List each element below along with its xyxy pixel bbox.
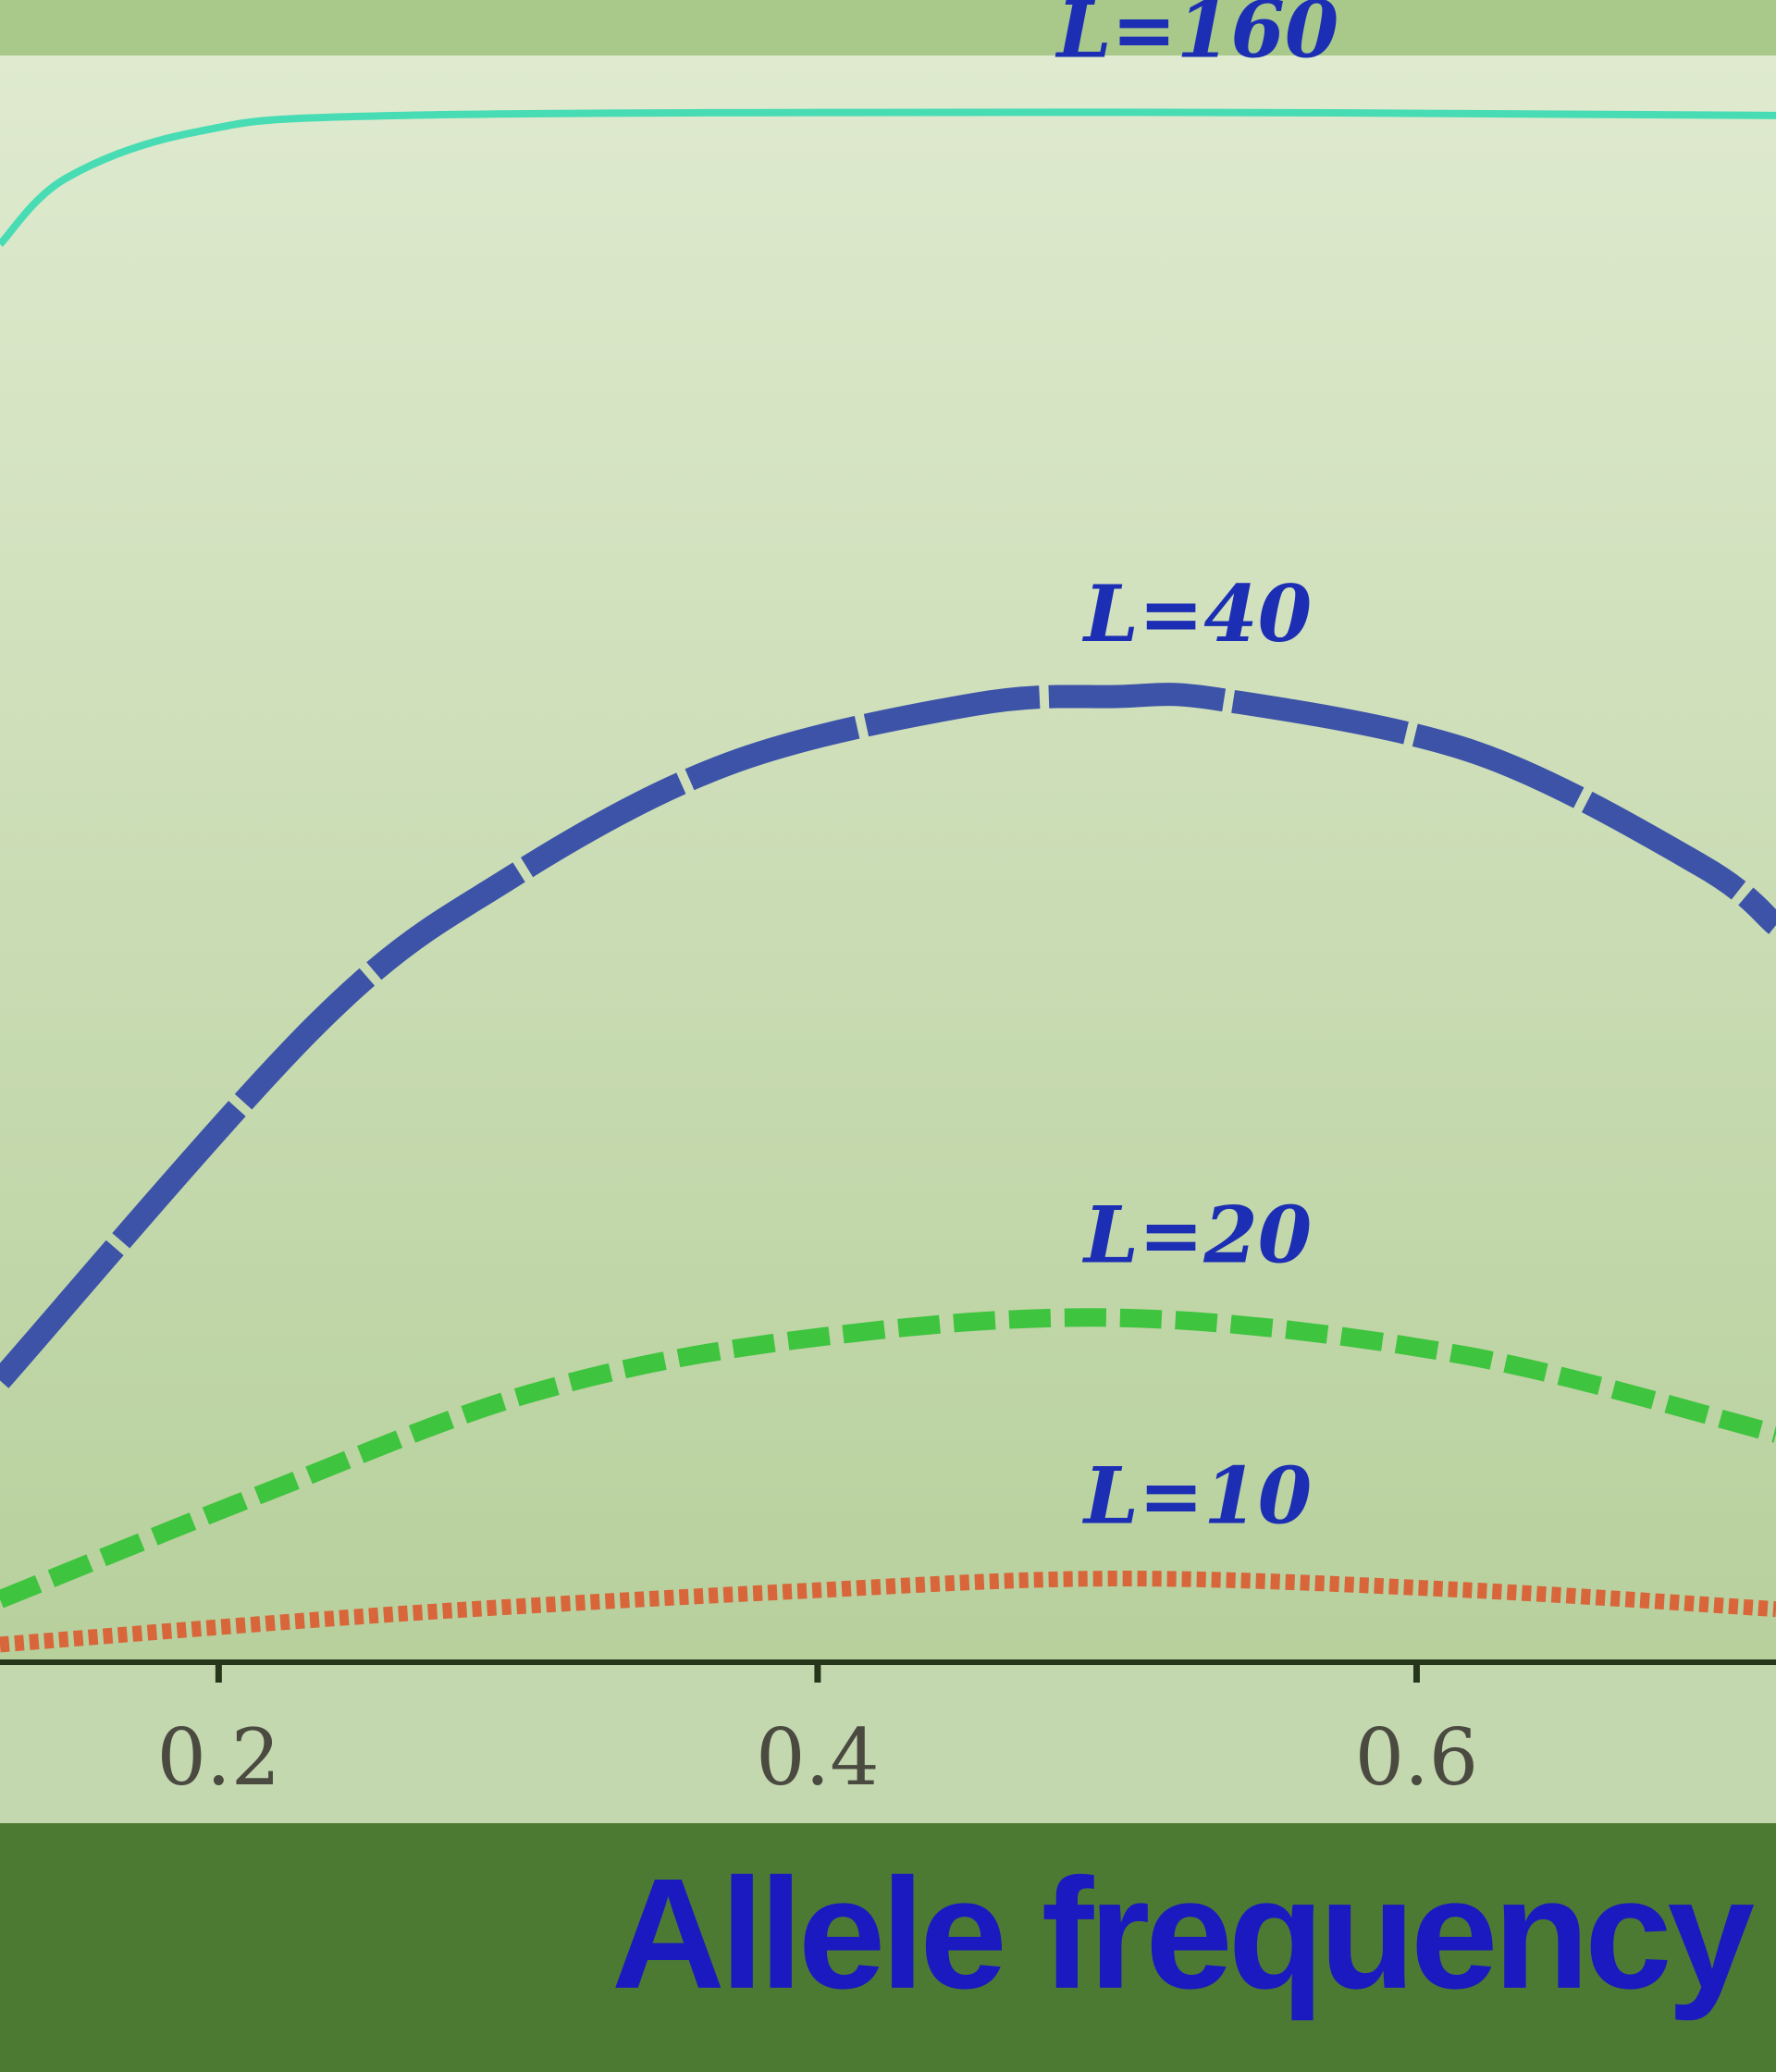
plot-area	[0, 56, 1776, 1662]
x-tick-label: 0.4	[756, 1712, 880, 1803]
series-line	[0, 683, 1776, 1388]
axis-band	[0, 1662, 1776, 1824]
series-label: L=20	[1082, 1190, 1312, 1281]
series-line	[0, 1308, 1776, 1609]
series-label: L=10	[1082, 1450, 1312, 1542]
series-line	[0, 108, 1776, 247]
bottom-band	[0, 1823, 1776, 2072]
x-axis-title: Allele frequency	[611, 1846, 1755, 2022]
series-line	[0, 1571, 1776, 1653]
series-label: L=40	[1082, 568, 1312, 660]
x-tick-label: 0.2	[157, 1712, 281, 1803]
series-label: L=160	[1055, 0, 1339, 75]
x-tick-label: 0.6	[1355, 1712, 1479, 1803]
top-band	[0, 0, 1776, 56]
